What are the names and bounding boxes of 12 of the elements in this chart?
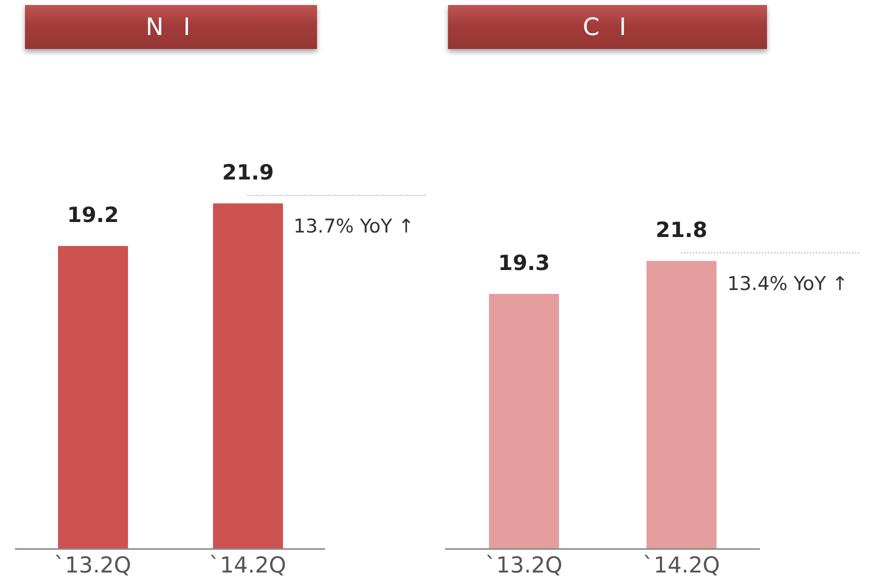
x-tick-label: `14.2Q <box>642 554 720 579</box>
chart-title: C I <box>448 5 767 49</box>
data-label: 19.3 <box>498 250 550 275</box>
chart-title: N I <box>25 5 317 49</box>
annotation: 13.7% YoY ↑ <box>294 215 414 238</box>
data-label: 21.9 <box>222 160 274 184</box>
annotation: 13.4% YoY ↑ <box>727 272 848 295</box>
x-tick-label: `13.2Q <box>54 554 132 579</box>
data-label: 19.2 <box>67 203 119 228</box>
x-tick-label: `13.2Q <box>485 554 562 579</box>
x-tick-label: `14.2Q <box>208 554 286 579</box>
data-label: 21.8 <box>656 218 708 242</box>
